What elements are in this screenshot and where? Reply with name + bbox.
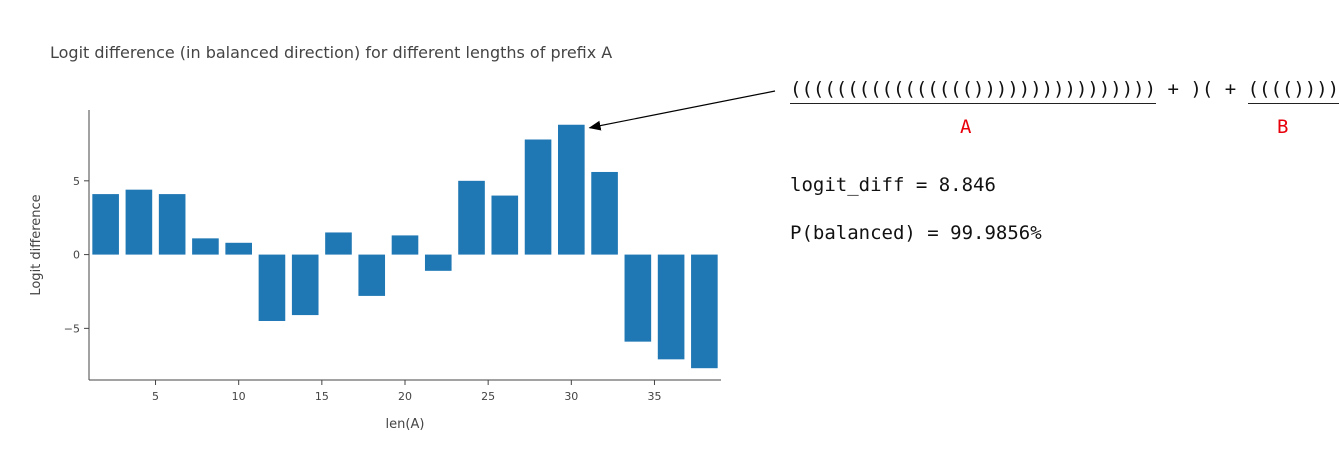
bars-group: [92, 124, 718, 369]
bar-len-4: [125, 189, 153, 255]
x-tick-label: 20: [398, 390, 412, 403]
logit-diff-value: logit_diff = 8.846: [790, 174, 996, 196]
x-axis-title: len(A): [386, 417, 425, 432]
x-tick-label: 30: [564, 390, 578, 403]
p-balanced-value: P(balanced) = 99.9856%: [790, 222, 1042, 244]
bar-len-2: [92, 194, 119, 255]
bar-len-20: [391, 235, 419, 255]
prefix-a-string: (((((((((((((((()))))))))))))))): [790, 78, 1157, 104]
x-tick-label: 25: [481, 390, 495, 403]
middle-string: )(: [1190, 78, 1214, 100]
bar-len-38: [691, 254, 718, 369]
y-tick-label: 5: [73, 175, 80, 188]
x-tick-label: 10: [232, 390, 246, 403]
chart-title: Logit difference (in balanced direction)…: [50, 43, 613, 62]
bar-len-14: [291, 254, 319, 316]
bar-len-26: [491, 195, 519, 255]
bracket-expression: (((((((((((((((()))))))))))))))) + )( + …: [790, 78, 1340, 104]
label-b: B: [1277, 116, 1289, 138]
bar-len-8: [192, 238, 219, 255]
annotation-arrow: [588, 90, 776, 131]
y-tick-label: 0: [73, 249, 80, 262]
bar-len-12: [258, 254, 286, 321]
bar-len-6: [158, 194, 186, 255]
bar-len-28: [524, 139, 552, 255]
bar-len-32: [591, 171, 618, 255]
bar-len-10: [225, 242, 252, 255]
label-a: A: [960, 116, 972, 138]
bar-len-22: [424, 254, 452, 271]
axes-group: 5 10 15 20 25 30 35 −5 0 5: [64, 110, 721, 403]
y-axis-title: Logit difference: [29, 194, 44, 295]
x-tick-label: 35: [647, 390, 661, 403]
bar-len-16: [325, 232, 352, 255]
bar-len-36: [657, 254, 685, 360]
x-tick-label: 15: [315, 390, 329, 403]
suffix-b-string: (((()))): [1247, 78, 1340, 104]
bar-len-34: [624, 254, 652, 342]
plus-sign-2: +: [1213, 78, 1248, 100]
x-tick-label: 5: [152, 390, 159, 403]
bar-len-30: [558, 124, 585, 255]
bar-len-18: [358, 254, 386, 296]
plus-sign-1: +: [1156, 78, 1191, 100]
y-tick-label: −5: [64, 322, 80, 335]
bar-len-24: [458, 180, 485, 255]
